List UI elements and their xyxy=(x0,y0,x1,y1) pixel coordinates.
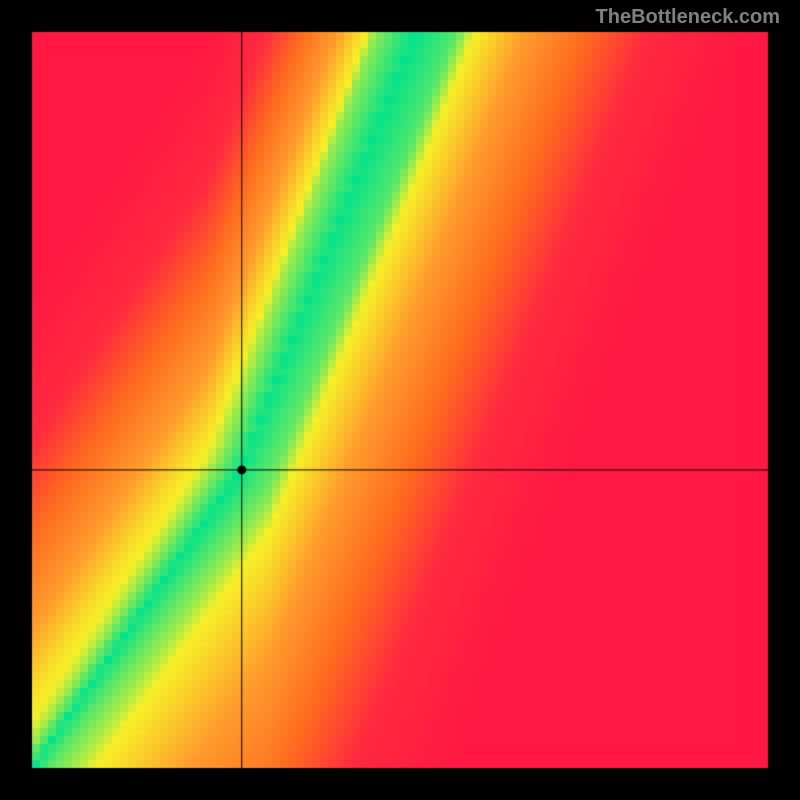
watermark-text: TheBottleneck.com xyxy=(596,6,780,29)
bottleneck-heatmap xyxy=(0,0,800,800)
